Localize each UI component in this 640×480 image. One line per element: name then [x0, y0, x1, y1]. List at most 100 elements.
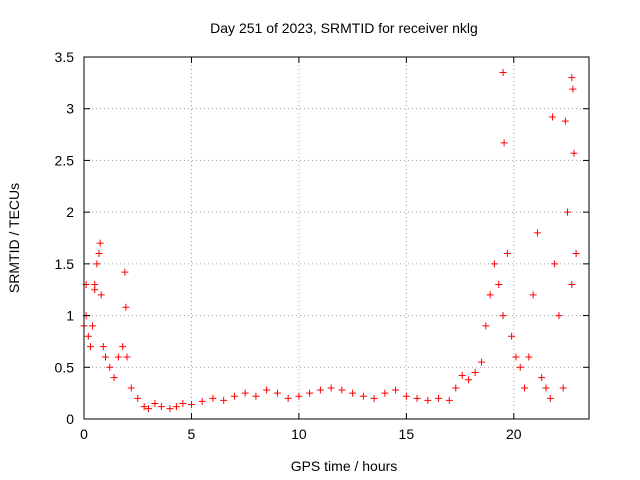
data-point	[172, 403, 180, 411]
y-tick-label: 3	[66, 101, 74, 117]
data-point	[495, 281, 503, 289]
data-point	[84, 332, 92, 340]
y-tick-label: 2.5	[55, 152, 75, 168]
data-point	[179, 399, 187, 407]
data-point	[263, 386, 271, 394]
data-point	[564, 208, 572, 216]
y-tick-label: 1	[66, 308, 74, 324]
y-axis-label: SRMTID / TECUs	[6, 183, 22, 293]
data-point	[486, 291, 494, 299]
data-point	[542, 384, 550, 392]
data-point	[99, 343, 107, 351]
data-point	[140, 403, 148, 411]
data-point	[508, 332, 516, 340]
y-tick-label: 0.5	[55, 359, 75, 375]
data-point	[392, 386, 400, 394]
data-point	[551, 260, 559, 268]
data-point	[559, 384, 567, 392]
data-point	[101, 353, 109, 361]
x-tick-label: 10	[291, 426, 307, 442]
data-point	[503, 250, 511, 258]
data-point	[198, 397, 206, 405]
data-point	[538, 374, 546, 382]
data-point	[458, 372, 466, 380]
y-tick-label: 2	[66, 204, 74, 220]
data-point	[529, 291, 537, 299]
chart-title: Day 251 of 2023, SRMTID for receiver nkl…	[210, 20, 478, 36]
data-point	[370, 394, 378, 402]
data-point	[471, 368, 479, 376]
data-point	[241, 389, 249, 397]
data-point	[230, 392, 238, 400]
data-point	[316, 386, 324, 394]
x-axis-ticks: 0 5 10 15 20	[80, 57, 522, 442]
x-tick-label: 20	[506, 426, 522, 442]
data-point	[252, 392, 260, 400]
data-point	[521, 384, 529, 392]
data-point	[445, 396, 453, 404]
data-point	[490, 260, 498, 268]
data-point	[349, 389, 357, 397]
data-point	[546, 394, 554, 402]
plot-frame	[83, 56, 590, 420]
data-point	[95, 250, 103, 258]
data-point	[452, 384, 460, 392]
data-point	[110, 374, 118, 382]
data-point	[106, 363, 114, 371]
data-point	[119, 343, 127, 351]
data-point	[96, 239, 104, 247]
data-point	[151, 399, 159, 407]
data-point	[568, 281, 576, 289]
data-point	[555, 312, 563, 320]
data-point	[499, 69, 507, 77]
x-axis-label: GPS time / hours	[291, 458, 398, 474]
data-point	[157, 403, 165, 411]
y-tick-label: 0	[66, 411, 74, 427]
data-point	[435, 394, 443, 402]
x-tick-label: 0	[80, 426, 88, 442]
x-tick-label: 5	[188, 426, 196, 442]
data-point	[306, 389, 314, 397]
data-point	[327, 384, 335, 392]
y-tick-label: 1.5	[55, 256, 75, 272]
data-point	[465, 376, 473, 384]
data-point	[359, 392, 367, 400]
data-point	[516, 363, 524, 371]
data-point	[381, 389, 389, 397]
data-point	[166, 405, 174, 413]
data-point	[295, 392, 303, 400]
data-point	[284, 394, 292, 402]
grid-lines	[84, 57, 589, 419]
data-point	[273, 389, 281, 397]
data-point	[187, 401, 195, 409]
data-point	[561, 117, 569, 125]
data-point	[424, 396, 432, 404]
data-point	[525, 353, 533, 361]
data-point	[570, 149, 578, 157]
data-point	[209, 394, 217, 402]
data-point	[413, 394, 421, 402]
data-point	[123, 353, 131, 361]
data-point	[572, 250, 580, 258]
data-point	[500, 139, 508, 147]
x-tick-label: 15	[399, 426, 415, 442]
data-point	[134, 394, 142, 402]
data-point	[338, 386, 346, 394]
data-point	[144, 405, 152, 413]
data-point	[482, 322, 490, 330]
data-point	[568, 74, 576, 82]
y-tick-label: 3.5	[55, 49, 75, 65]
data-point	[93, 260, 101, 268]
data-point	[91, 286, 99, 294]
y-axis-ticks: 0 0.5 1 1.5 2 2.5 3 3.5	[55, 49, 589, 427]
data-point	[402, 392, 410, 400]
data-point	[220, 396, 228, 404]
data-points	[80, 69, 580, 413]
data-point	[89, 322, 97, 330]
data-point	[548, 113, 556, 121]
data-point	[127, 384, 135, 392]
data-point	[114, 353, 122, 361]
data-point	[512, 353, 520, 361]
data-point	[533, 229, 541, 237]
